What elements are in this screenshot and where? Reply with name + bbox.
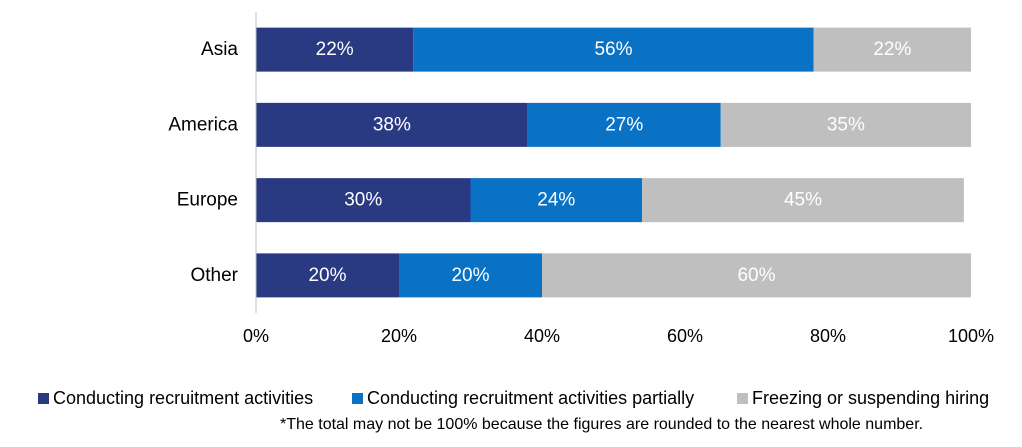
bar-europe-series-0 [256,178,471,223]
legend-label-recruiting: Conducting recruitment activities [53,388,314,408]
bar-asia-series-0 [256,27,414,72]
legend-swatch-recruiting [38,393,49,404]
data-label-asia-series-2: 22% [873,39,911,60]
category-label-europe: Europe [177,190,238,211]
data-label-other-series-0: 20% [308,265,346,286]
legend-label-freezing: Freezing or suspending hiring [752,388,990,408]
bar-europe-series-1 [470,178,643,223]
legend-item-partial: Conducting recruitment activities partia… [352,388,694,409]
data-label-other-series-1: 20% [451,265,489,286]
footnote: *The total may not be 100% because the f… [280,416,924,433]
bar-america-series-1 [527,102,721,147]
data-label-america-series-1: 27% [605,114,643,135]
bar-other-series-2 [542,253,971,298]
x-tick-label-60: 60% [667,326,703,346]
bar-asia-series-1 [413,27,814,72]
x-tick-label-100: 100% [948,326,994,346]
x-tick-label-20: 20% [381,326,417,346]
bar-europe-series-2 [642,178,964,223]
bar-america-series-0 [256,102,528,147]
legend-item-recruiting: Conducting recruitment activities [38,388,313,409]
bars-group: 22% 56% 22% 38% 27% 35% 30% 24% 45% 20% 20% 60% [256,27,971,298]
bar-asia-series-2 [813,27,971,72]
bar-america-series-2 [720,102,971,147]
category-label-other: Other [190,265,238,286]
x-tick-label-40: 40% [524,326,560,346]
legend-swatch-freezing [737,393,748,404]
x-tick-label-0: 0% [243,326,269,346]
x-axis-ticks: 0% 20% 40% 60% 80% 100% [243,326,994,346]
x-tick-label-80: 80% [810,326,846,346]
data-label-asia-series-1: 56% [594,39,632,60]
data-label-america-series-2: 35% [827,114,865,135]
legend-swatch-partial [352,393,363,404]
bar-other-series-0 [256,253,399,298]
category-label-asia: Asia [201,39,238,60]
data-label-europe-series-2: 45% [784,190,822,211]
legend-label-partial: Conducting recruitment activities partia… [367,388,695,408]
legend-item-freezing: Freezing or suspending hiring [737,388,989,409]
data-label-america-series-0: 38% [373,114,411,135]
data-label-europe-series-0: 30% [344,190,382,211]
legend: Conducting recruitment activities Conduc… [0,388,1022,416]
category-labels: Asia America Europe Other [168,39,238,286]
data-label-asia-series-0: 22% [316,39,354,60]
data-label-europe-series-1: 24% [537,190,575,211]
category-label-america: America [168,114,238,135]
bar-other-series-1 [399,253,542,298]
data-label-other-series-2: 60% [737,265,775,286]
